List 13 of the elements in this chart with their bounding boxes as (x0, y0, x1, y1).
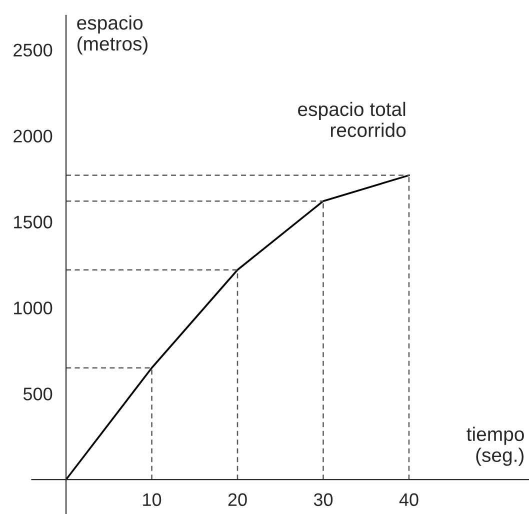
y-axis-title: espacio (metros) (77, 15, 148, 54)
x-tick-label: 20 (228, 493, 247, 506)
x-tick-label: 10 (143, 493, 162, 506)
x-tick-label: 40 (399, 493, 418, 506)
line-series (65, 174, 410, 481)
y-tick-label: 500 (23, 388, 52, 400)
y-tick-label: 1000 (14, 302, 52, 314)
y-tick-label: 2000 (14, 130, 52, 142)
y-tick-label: 1500 (14, 216, 52, 228)
y-tick-label: 2500 (14, 44, 52, 57)
x-tick-label: 30 (314, 493, 333, 506)
x-axis-title: tiempo (seg.) (466, 426, 524, 466)
annotation: espacio total recorrido (298, 102, 406, 138)
